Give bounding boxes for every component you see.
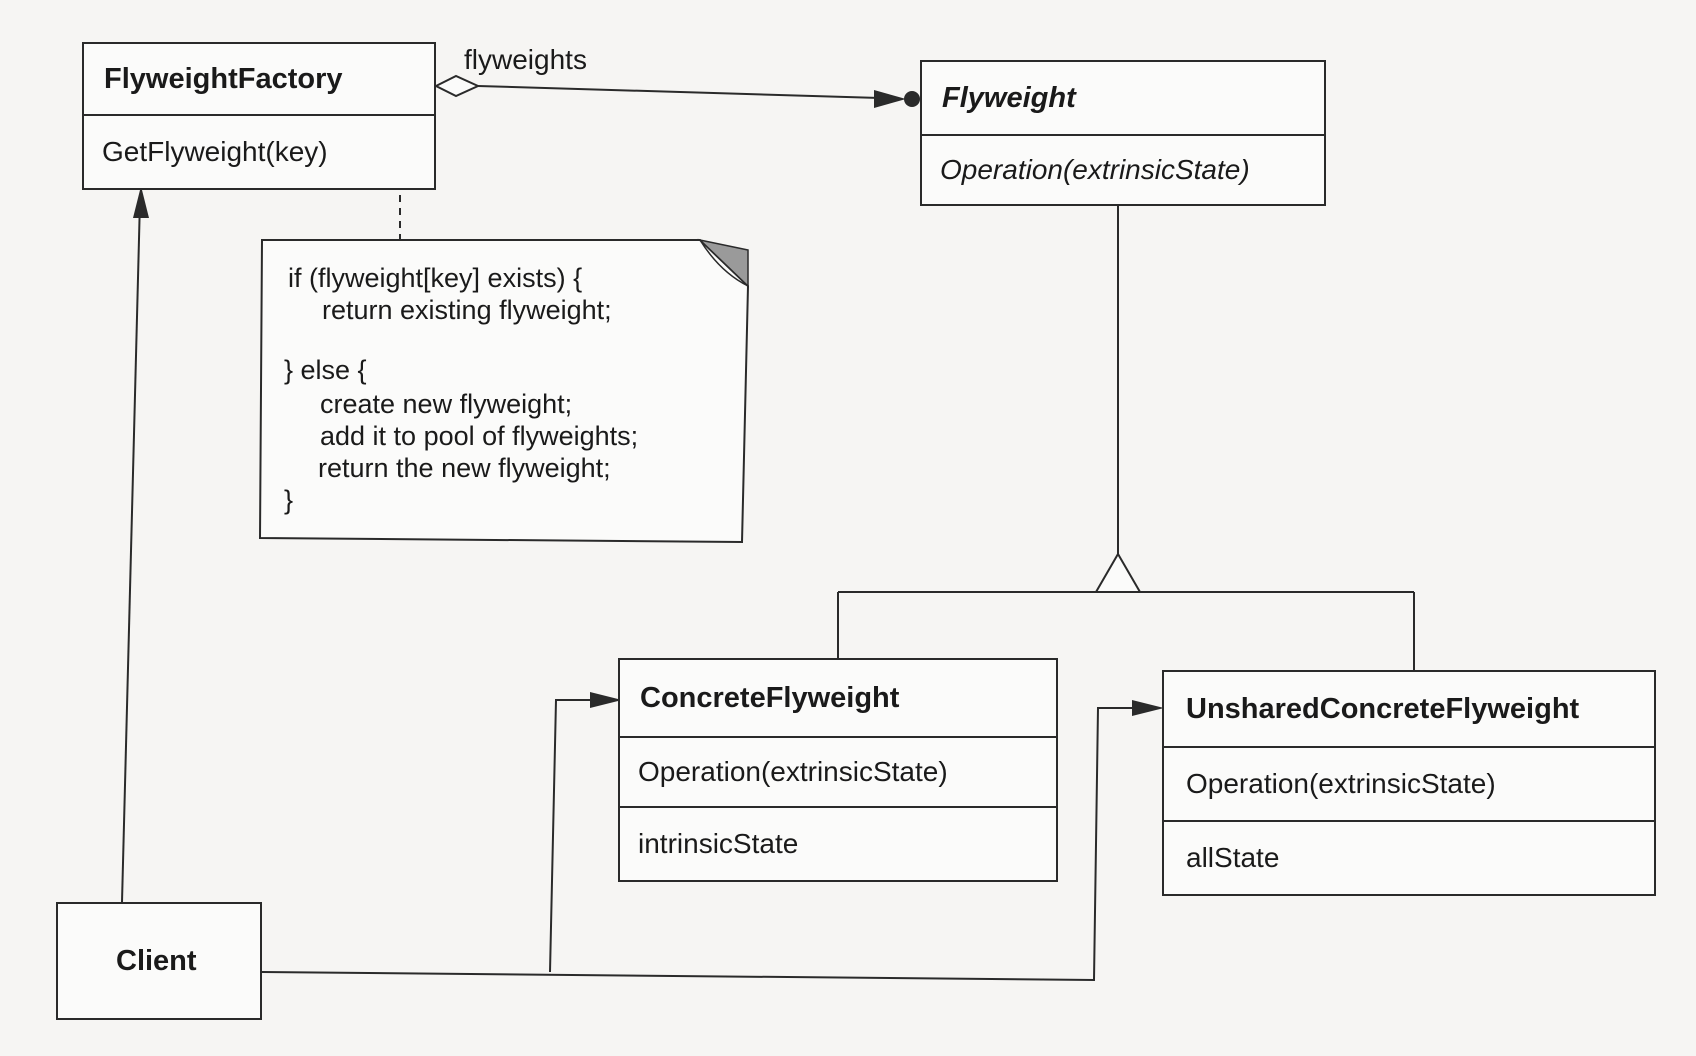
client-name: Client bbox=[116, 944, 197, 977]
inheritance-triangle bbox=[1094, 552, 1142, 593]
flyweight-factory-operation: GetFlyweight(key) bbox=[102, 136, 328, 167]
note-shape bbox=[258, 239, 750, 544]
unshared-concrete-flyweight-name: UnsharedConcreteFlyweight bbox=[1186, 692, 1580, 725]
client-bottom-line bbox=[261, 707, 1136, 982]
client-concrete-line bbox=[549, 699, 594, 973]
flyweights-association-line bbox=[477, 85, 881, 99]
association-multiplicity-dot bbox=[904, 91, 920, 107]
client-class: Client bbox=[56, 902, 262, 1020]
flyweight-operation: Operation(extrinsicState) bbox=[940, 154, 1250, 185]
flyweight-factory-class: FlyweightFactory GetFlyweight(key) bbox=[82, 42, 436, 190]
flyweight-class: Flyweight Operation(extrinsicState) bbox=[920, 60, 1326, 206]
concrete-flyweight-name: ConcreteFlyweight bbox=[640, 681, 900, 714]
factory-note: if (flyweight[key] exists) { return exis… bbox=[262, 240, 748, 540]
note-line: add it to pool of flyweights; bbox=[320, 421, 639, 451]
note-line: } else { bbox=[284, 355, 367, 385]
note-line: return existing flyweight; bbox=[322, 295, 612, 325]
note-line: } bbox=[284, 485, 294, 515]
note-line: create new flyweight; bbox=[320, 389, 573, 419]
concrete-flyweight-class: ConcreteFlyweight Operation(extrinsicSta… bbox=[618, 658, 1058, 882]
note-fold-corner bbox=[697, 238, 749, 288]
note-line: if (flyweight[key] exists) { bbox=[288, 263, 583, 293]
unshared-concrete-flyweight-class: UnsharedConcreteFlyweight Operation(extr… bbox=[1162, 670, 1656, 896]
client-factory-arrowhead bbox=[133, 186, 149, 218]
client-unshared-arrowhead bbox=[1132, 700, 1164, 716]
concrete-flyweight-operation: Operation(extrinsicState) bbox=[638, 756, 948, 787]
aggregation-diamond bbox=[433, 74, 481, 98]
client-concrete-arrowhead bbox=[590, 692, 622, 708]
flyweight-factory-name: FlyweightFactory bbox=[104, 62, 343, 95]
concrete-flyweight-state: intrinsicState bbox=[638, 828, 799, 859]
client-factory-line bbox=[121, 199, 141, 903]
flyweight-name: Flyweight bbox=[942, 81, 1076, 114]
note-line: return the new flyweight; bbox=[318, 453, 611, 483]
flyweights-association-label: flyweights bbox=[464, 44, 587, 75]
unshared-concrete-flyweight-operation: Operation(extrinsicState) bbox=[1186, 768, 1496, 799]
association-arrowhead bbox=[874, 90, 906, 108]
unshared-concrete-flyweight-state: allState bbox=[1186, 842, 1280, 873]
note-fold-curve bbox=[699, 239, 749, 287]
